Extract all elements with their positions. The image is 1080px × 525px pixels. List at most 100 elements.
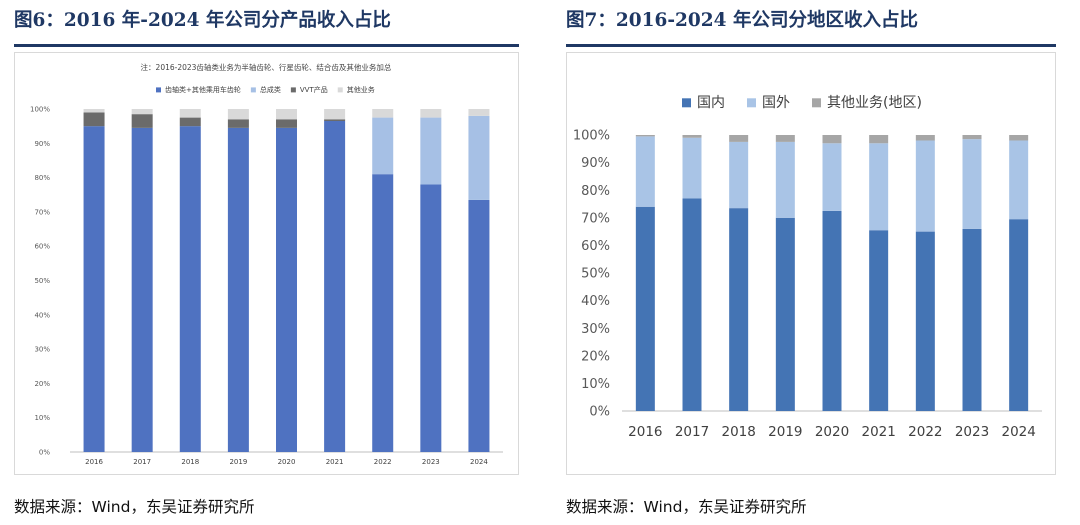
y-tick-label: 10% (581, 377, 610, 392)
x-tick-label: 2021 (326, 458, 344, 466)
figure-7-title-rule (566, 44, 1056, 47)
bar-segment-s-2024 (1009, 135, 1029, 141)
bar-segment-s-2020 (276, 109, 297, 120)
bar-segment-s-2024 (468, 199, 490, 452)
bar-segment-s-2024 (1009, 219, 1029, 411)
legend-label: VVT产品 (300, 85, 328, 94)
bar-segment-s-2020 (276, 127, 297, 453)
bar-segment-s-2024 (1009, 140, 1029, 220)
bar-segment-s-2024 (468, 109, 490, 116)
figure-6-title: 图6：2016 年-2024 年公司分产品收入占比 (14, 10, 391, 31)
bar-segment-s-2016 (635, 135, 655, 137)
bar-segment-vvt-2017 (131, 114, 153, 128)
legend-label: 其他业务 (347, 85, 375, 94)
bar-segment-s-2023 (962, 228, 982, 411)
x-tick-label: 2023 (422, 458, 440, 466)
x-axis: 2016 2017 2018 2019 2020 2021 2022 2023 2024 (628, 424, 1036, 440)
bar-segment-s-2021 (869, 143, 889, 231)
legend-swatch (682, 98, 691, 108)
bar-segment-vvt-2020 (276, 119, 297, 128)
bar-segment-s-2021 (869, 230, 889, 411)
figure-6-title-rule (14, 44, 519, 47)
figure-6-chart-frame: 注：2016-2023齿轴类业务为半轴齿轮、行星齿轮、结合齿及其他业务加总 齿轴… (14, 52, 519, 475)
bar-series (635, 135, 1029, 411)
x-tick-label: 2023 (955, 424, 989, 440)
x-tick-label: 2024 (470, 458, 488, 466)
x-tick-label: 2017 (675, 424, 709, 440)
bar-segment-s-2017 (682, 137, 702, 199)
legend-label: 国内 (697, 95, 725, 111)
legend-swatch (812, 98, 821, 108)
bar-segment-s-2023 (962, 139, 982, 229)
y-tick-label: 40% (34, 311, 50, 319)
chart-legend: 齿轴类+其他乘用车齿轮 总成类 VVT产品 其他业务 (156, 85, 375, 94)
bar-segment-s-2023 (420, 184, 442, 452)
bar-segment-s-2018 (729, 135, 749, 142)
x-tick-label: 2018 (721, 424, 755, 440)
legend-swatch (156, 87, 161, 93)
bar-segment-s-2016 (635, 206, 655, 411)
figure-7-chart-frame: 国内 国外 其他业务(地区) 0% 10% 20% 30% 40% 50% 60% 70% 80% 9… (566, 52, 1056, 475)
y-tick-label: 50% (581, 267, 610, 282)
x-tick-label: 2016 (628, 424, 662, 440)
bar-segment-s-2019 (775, 135, 795, 142)
y-tick-label: 80% (34, 174, 50, 182)
chart-legend: 国内 国外 其他业务(地区) (682, 95, 922, 111)
bar-segment-s-2017 (682, 198, 702, 411)
y-tick-label: 80% (581, 184, 610, 199)
y-tick-label: 100% (573, 129, 610, 144)
bar-segment-s-2018 (179, 109, 201, 118)
legend-swatch (337, 87, 343, 93)
y-tick-label: 50% (34, 277, 50, 285)
bar-segment-vvt-2018 (179, 117, 201, 127)
bar-segment-s-2022 (372, 174, 394, 453)
legend-swatch (250, 87, 256, 93)
bar-segment-s-2019 (227, 127, 249, 453)
bar-segment-s-2023 (420, 117, 442, 185)
bar-segment-s-2019 (775, 217, 795, 411)
y-tick-label: 20% (34, 380, 50, 388)
y-tick-label: 70% (34, 208, 50, 216)
bar-segment-s-2024 (468, 115, 490, 200)
y-tick-label: 90% (581, 156, 610, 171)
bar-segment-vvt-2016 (83, 112, 105, 127)
bar-segment-s-2017 (131, 127, 153, 453)
bar-segment-s-2023 (962, 135, 982, 140)
x-tick-label: 2022 (908, 424, 942, 440)
figure-7-title: 图7：2016-2024 年公司分地区收入占比 (566, 10, 918, 31)
bar-segment-s-2022 (915, 140, 935, 232)
legend-swatch (290, 87, 296, 93)
bar-segment-s-2020 (822, 135, 842, 144)
x-axis: 2016 2017 2018 2019 2020 2021 2022 2023 2024 (85, 458, 488, 466)
bar-segment-s-2017 (682, 135, 702, 138)
y-tick-label: 0% (39, 448, 50, 456)
x-tick-label: 2018 (181, 458, 199, 466)
figure-6-chart: 注：2016-2023齿轴类业务为半轴齿轮、行星齿轮、结合齿及其他业务加总 齿轴… (30, 62, 503, 466)
y-tick-label: 20% (581, 349, 610, 364)
x-tick-label: 2020 (278, 458, 296, 466)
bar-segment-s-2020 (822, 210, 842, 411)
bar-segment-s-2021 (324, 109, 346, 120)
y-tick-label: 60% (581, 239, 610, 254)
legend-label: 总成类 (260, 85, 281, 94)
bar-segment-s-2023 (420, 109, 442, 118)
bar-segment-s-2017 (131, 109, 153, 115)
x-tick-label: 2021 (861, 424, 895, 440)
legend-label: 其他业务(地区) (827, 95, 922, 111)
x-tick-label: 2020 (815, 424, 849, 440)
legend-swatch (747, 98, 756, 108)
bar-segment-s-2016 (83, 109, 105, 113)
bar-segment-vvt-2021 (324, 119, 346, 122)
legend-label: 国外 (762, 95, 790, 111)
y-tick-label: 100% (30, 105, 50, 113)
bar-segment-s-2018 (729, 141, 749, 209)
bar-segment-s-2021 (869, 135, 889, 144)
x-tick-label: 2016 (85, 458, 103, 466)
y-tick-label: 40% (581, 294, 610, 309)
bar-segment-s-2018 (729, 208, 749, 411)
bar-segment-s-2022 (915, 231, 935, 411)
x-tick-label: 2019 (768, 424, 802, 440)
x-tick-label: 2024 (1001, 424, 1035, 440)
bar-segment-s-2019 (775, 141, 795, 218)
bar-segment-s-2022 (915, 135, 935, 141)
